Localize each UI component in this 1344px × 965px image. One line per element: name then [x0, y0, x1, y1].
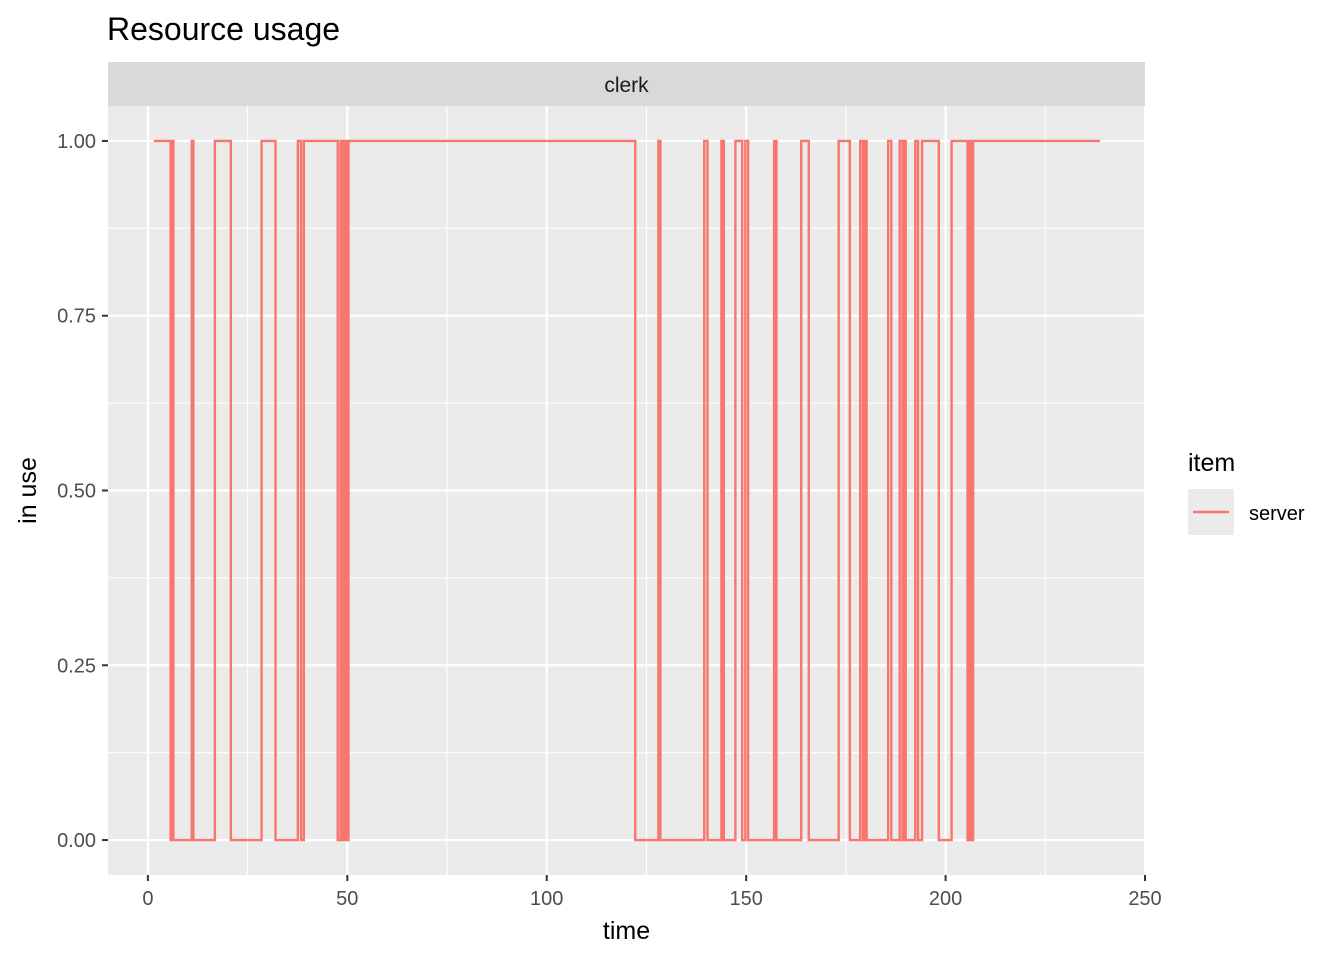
y-axis-title: in use [14, 457, 42, 524]
x-tick-label: 250 [1128, 888, 1161, 910]
x-tick-label: 100 [530, 888, 563, 910]
series-line-server [153, 139, 1100, 842]
legend: item server [1188, 449, 1305, 535]
y-tick-label: 0.00 [57, 830, 96, 852]
legend-label-server: server [1249, 503, 1305, 525]
chart-title: Resource usage [107, 11, 340, 47]
y-axis: 0.00 0.25 0.50 0.75 1.00 [57, 131, 108, 852]
x-axis-title: time [603, 917, 650, 945]
facet-strip [108, 62, 1145, 106]
x-axis: 0 50 100 150 200 250 [142, 875, 1162, 910]
series-layer [153, 139, 1100, 842]
y-tick-label: 1.00 [57, 131, 96, 153]
x-tick-label: 150 [729, 888, 762, 910]
y-tick-label: 0.25 [57, 655, 96, 677]
x-tick-label: 50 [336, 888, 358, 910]
legend-title: item [1188, 449, 1235, 477]
y-tick-label: 0.75 [57, 306, 96, 328]
y-tick-label: 0.50 [57, 481, 96, 503]
facet-strip-label: clerk [604, 74, 649, 97]
x-tick-label: 200 [929, 888, 962, 910]
x-tick-label: 0 [142, 888, 153, 910]
